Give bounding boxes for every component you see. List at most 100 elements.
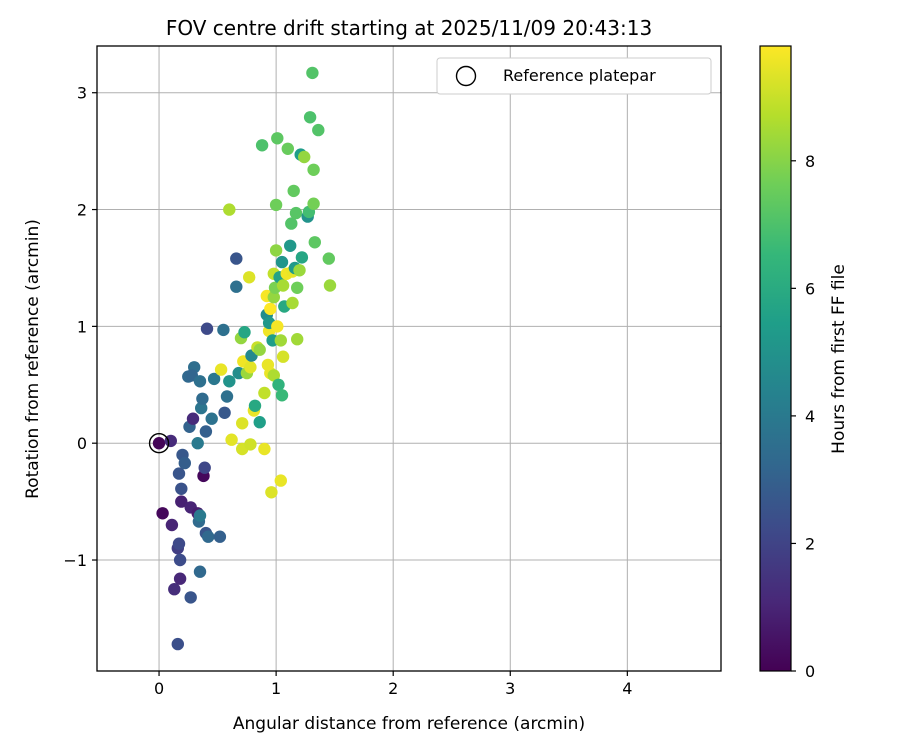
- x-axis-label: Angular distance from reference (arcmin): [233, 714, 585, 734]
- legend-reference-label: Reference platepar: [503, 66, 656, 85]
- data-point: [193, 565, 207, 578]
- data-point: [244, 438, 257, 451]
- data-point: [275, 389, 289, 402]
- legend-box: [436, 57, 712, 95]
- data-point: [269, 244, 283, 257]
- data-point: [308, 236, 321, 249]
- data-point: [255, 139, 269, 152]
- data-point: [293, 264, 306, 277]
- y-tick-label: 0: [77, 434, 87, 453]
- data-point: [289, 206, 303, 220]
- data-point: [184, 591, 197, 604]
- data-point: [175, 482, 188, 495]
- colorbar-ticks: 0 2 4 6 8: [791, 152, 815, 681]
- data-point: [264, 302, 277, 316]
- data-point: [253, 416, 266, 429]
- data-point: [265, 486, 278, 499]
- data-point: [223, 375, 236, 388]
- data-point: [186, 412, 200, 425]
- data-point: [217, 323, 230, 337]
- colorbar: 0 2 4 6 8 Hours from first FF file: [759, 45, 849, 681]
- data-point: [267, 369, 280, 382]
- data-point: [281, 142, 294, 155]
- x-axis-ticks: 0 1 2 3 4: [154, 671, 632, 698]
- x-tick-label: 2: [388, 679, 398, 698]
- data-point: [171, 637, 184, 651]
- data-point: [303, 111, 317, 124]
- data-point: [258, 386, 271, 400]
- y-tick-label: 1: [77, 317, 87, 336]
- data-point: [202, 530, 215, 543]
- colorbar-tick-label: 8: [805, 152, 815, 171]
- colorbar-tick-label: 2: [805, 534, 815, 553]
- data-point: [291, 281, 304, 294]
- data-point: [286, 296, 299, 310]
- data-point: [253, 343, 266, 356]
- x-tick-label: 4: [622, 679, 632, 698]
- data-point: [172, 467, 186, 480]
- colorbar-tick-label: 6: [805, 279, 815, 298]
- data-point: [213, 530, 227, 543]
- data-point: [287, 184, 300, 198]
- data-point: [173, 572, 187, 585]
- data-point: [269, 198, 283, 212]
- grid-lines: [97, 46, 721, 671]
- colorbar-tick-label: 0: [805, 662, 815, 681]
- data-point: [276, 350, 290, 363]
- legend-reference-marker: [455, 65, 477, 87]
- data-point: [207, 372, 221, 386]
- chart-title: FOV centre drift starting at 2025/11/09 …: [166, 16, 652, 40]
- x-tick-label: 0: [154, 679, 164, 698]
- data-point: [285, 217, 298, 230]
- colorbar-gradient: [759, 45, 792, 672]
- data-point: [165, 518, 179, 532]
- data-point: [223, 203, 236, 216]
- data-point: [191, 437, 204, 450]
- y-axis-ticks: −1 0 1 2 3: [63, 84, 97, 570]
- data-point: [274, 474, 287, 487]
- data-point: [271, 132, 284, 145]
- data-point: [156, 507, 169, 520]
- data-point: [244, 361, 257, 374]
- data-point: [218, 406, 231, 419]
- data-point: [322, 252, 335, 265]
- data-point: [284, 239, 297, 252]
- data-point: [274, 334, 287, 347]
- data-point: [230, 280, 243, 293]
- data-point: [193, 375, 207, 388]
- data-point: [198, 461, 211, 474]
- data-point: [272, 378, 285, 391]
- data-point: [248, 399, 262, 412]
- data-point: [220, 390, 234, 403]
- data-point: [291, 333, 304, 346]
- data-point: [152, 437, 166, 450]
- data-points: [152, 66, 337, 651]
- data-point: [236, 417, 249, 430]
- data-point: [225, 433, 238, 446]
- y-tick-label: −1: [63, 551, 87, 570]
- data-point: [306, 66, 319, 80]
- data-point: [275, 255, 289, 269]
- colorbar-label: Hours from first FF file: [829, 264, 849, 454]
- data-point: [178, 456, 191, 470]
- reference-platepar-marker: [148, 432, 170, 454]
- x-tick-label: 3: [505, 679, 515, 698]
- data-point: [199, 425, 213, 438]
- data-point: [307, 163, 320, 176]
- data-point: [298, 150, 311, 164]
- data-point: [238, 326, 251, 339]
- colorbar-tick-label: 4: [805, 407, 815, 426]
- data-point: [243, 271, 256, 284]
- y-axis-label: Rotation from reference (arcmin): [23, 219, 43, 499]
- data-point: [307, 197, 320, 210]
- data-point: [295, 251, 309, 264]
- x-tick-label: 1: [271, 679, 281, 698]
- plot-frame: [96, 45, 722, 672]
- reference-platepar-circle: [148, 432, 170, 454]
- data-point: [323, 279, 337, 292]
- data-point: [195, 401, 208, 415]
- data-point: [276, 279, 290, 292]
- y-tick-label: 2: [77, 201, 87, 220]
- data-point: [312, 123, 325, 137]
